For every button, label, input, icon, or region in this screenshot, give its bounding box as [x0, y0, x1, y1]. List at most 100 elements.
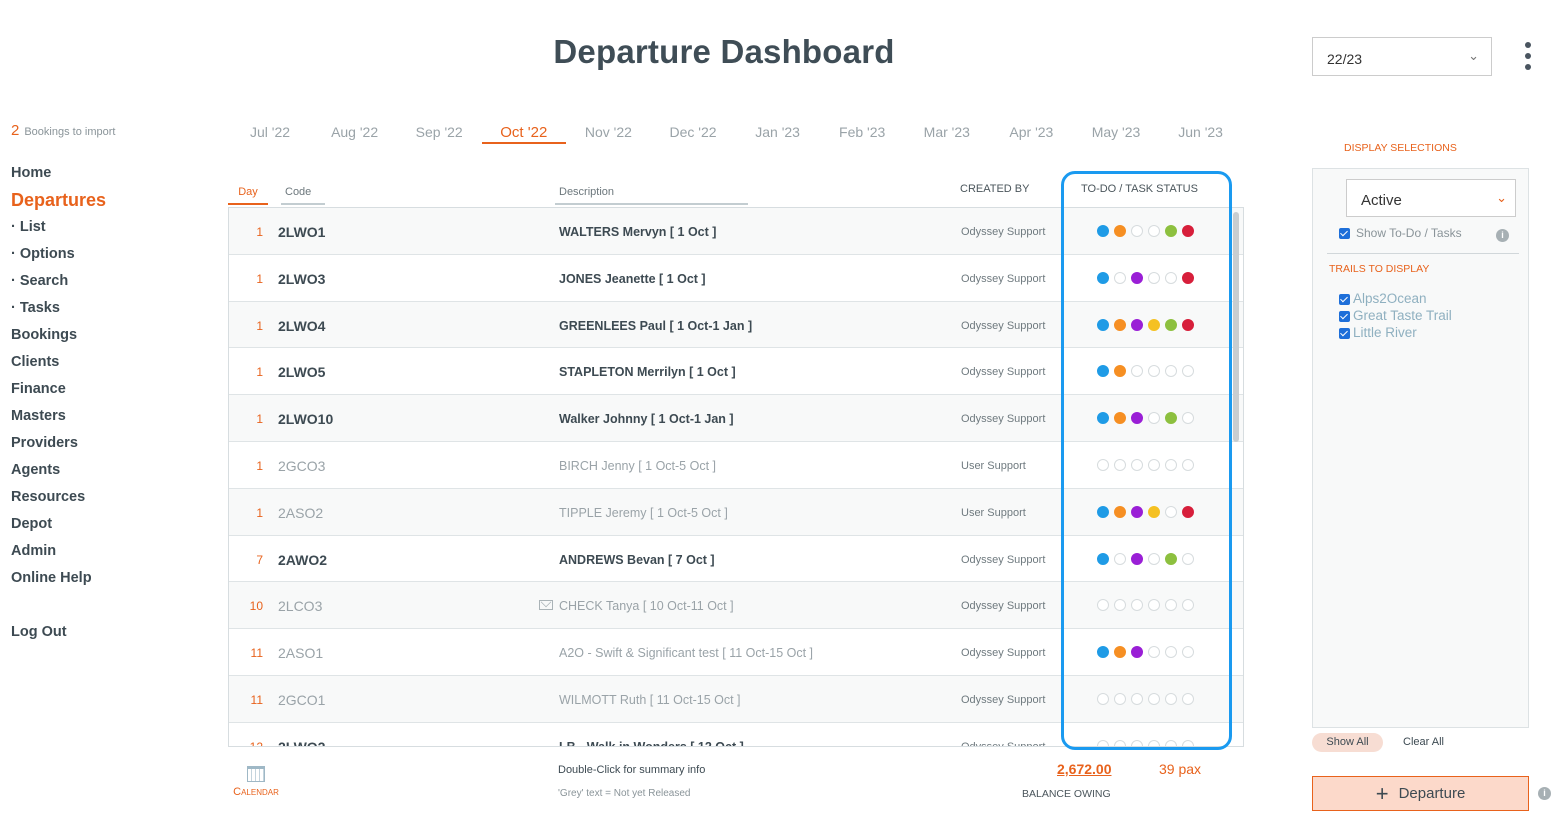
- sidebar-item-bookings[interactable]: Bookings: [11, 327, 78, 343]
- table-row[interactable]: 12 2LWO2 LB - Walk in Wonders [ 12 Oct ] Od…: [229, 722, 1243, 747]
- column-header-code[interactable]: Code: [281, 186, 325, 205]
- task-status-dots[interactable]: [1097, 646, 1194, 659]
- table-row[interactable]: 1 2LWO1 WALTERS Mervyn [ 1 Oct ] Odyssey Su…: [229, 208, 1243, 255]
- status-filter-select[interactable]: Active ⌄: [1346, 179, 1516, 217]
- sidebar-item-tasks[interactable]: Tasks: [11, 298, 106, 325]
- row-description: LB - Walk in Wonders [ 12 Oct ]: [559, 739, 744, 747]
- table-row[interactable]: 1 2ASO2 TIPPLE Jeremy [ 1 Oct-5 Oct ] User …: [229, 488, 1243, 536]
- task-status-dots[interactable]: [1097, 739, 1194, 746]
- info-icon[interactable]: i: [1496, 229, 1509, 242]
- table-row[interactable]: 1 2GCO3 BIRCH Jenny [ 1 Oct-5 Oct ] User Su…: [229, 441, 1243, 489]
- table-row[interactable]: 1 2LWO10 Walker Johnny [ 1 Oct-1 Jan ] Odys…: [229, 395, 1243, 442]
- add-departure-button[interactable]: + Departure: [1312, 776, 1529, 811]
- table-scrollbar[interactable]: [1233, 212, 1239, 442]
- task-status-dots[interactable]: [1097, 412, 1194, 425]
- task-status-dots[interactable]: [1097, 552, 1194, 565]
- month-tab[interactable]: Jun '23: [1178, 124, 1223, 140]
- status-dot-empty: [1165, 458, 1177, 471]
- sidebar-item-admin[interactable]: Admin: [11, 543, 57, 559]
- divider: [1327, 253, 1519, 254]
- sidebar-item-finance[interactable]: Finance: [11, 381, 66, 397]
- logout-link[interactable]: Log Out: [11, 624, 67, 640]
- sidebar-item-options[interactable]: Options: [11, 244, 106, 271]
- task-status-dots[interactable]: [1097, 365, 1194, 378]
- sidebar-item-masters[interactable]: Masters: [11, 408, 66, 424]
- mail-icon[interactable]: [539, 600, 553, 611]
- trail-checkbox[interactable]: [1339, 293, 1350, 305]
- month-tab[interactable]: May '23: [1091, 124, 1141, 140]
- table-row[interactable]: 1 2LWO4 GREENLEES Paul [ 1 Oct-1 Jan ] Odys…: [229, 301, 1243, 349]
- show-all-button[interactable]: Show All: [1312, 733, 1383, 752]
- year-select-value: 22/23: [1327, 51, 1363, 67]
- row-code: 2LWO3: [278, 270, 326, 287]
- task-status-dots[interactable]: [1097, 505, 1194, 518]
- task-status-dots[interactable]: [1097, 225, 1194, 237]
- status-dot-yellow: [1148, 505, 1160, 518]
- show-todo-checkbox[interactable]: [1339, 228, 1350, 240]
- status-dot-orange: [1114, 505, 1126, 518]
- status-dot-empty: [1148, 271, 1160, 284]
- sidebar-item-online-help[interactable]: Online Help: [11, 570, 92, 586]
- sidebar-item-clients[interactable]: Clients: [11, 354, 60, 370]
- month-tab[interactable]: Jul '22: [249, 124, 291, 140]
- task-status-dots[interactable]: [1097, 599, 1194, 612]
- sidebar-item-depot[interactable]: Depot: [11, 516, 53, 532]
- status-dot-red: [1182, 505, 1194, 518]
- row-description: Walker Johnny [ 1 Oct-1 Jan ]: [559, 412, 734, 427]
- table-row[interactable]: 10 2LCO3 CHECK Tanya [ 10 Oct-11 Oct ] Odys…: [229, 582, 1243, 630]
- month-tab[interactable]: Nov '22: [584, 124, 632, 140]
- status-dot-blue: [1097, 225, 1109, 237]
- plus-icon: +: [1375, 781, 1389, 806]
- task-status-dots[interactable]: [1097, 692, 1194, 705]
- column-header-description[interactable]: Description: [555, 186, 748, 205]
- task-status-dots[interactable]: [1097, 458, 1194, 471]
- calendar-button[interactable]: Calendar: [231, 766, 281, 798]
- status-dot-blue: [1097, 505, 1109, 518]
- status-dot-blue: [1097, 646, 1109, 659]
- task-status-dots[interactable]: [1097, 271, 1194, 284]
- info-icon[interactable]: i: [1538, 787, 1551, 800]
- trail-option[interactable]: Great Taste Trail: [1339, 307, 1452, 324]
- table-row[interactable]: 1 2LWO5 STAPLETON Merrilyn [ 1 Oct ] Odysse…: [229, 348, 1243, 396]
- trail-checkbox[interactable]: [1339, 310, 1350, 322]
- row-description: STAPLETON Merrilyn [ 1 Oct ]: [559, 365, 736, 380]
- balance-owing-label: BALANCE OWING: [1022, 788, 1111, 800]
- month-tab[interactable]: Mar '23: [923, 124, 970, 140]
- month-tab[interactable]: Jan '23: [755, 124, 800, 140]
- status-dot-orange: [1114, 225, 1126, 237]
- month-tab[interactable]: Sep '22: [415, 124, 463, 140]
- year-select[interactable]: 22/23 ⌄: [1312, 37, 1492, 76]
- trail-checkbox[interactable]: [1339, 327, 1350, 339]
- sidebar-item-resources[interactable]: Resources: [11, 489, 86, 505]
- kebab-menu-icon[interactable]: [1520, 42, 1536, 74]
- trail-option[interactable]: Little River: [1339, 324, 1452, 341]
- bookings-to-import-link[interactable]: 2 Bookings to import: [11, 122, 115, 139]
- month-tab[interactable]: Oct '22: [481, 124, 566, 144]
- table-row[interactable]: 11 2ASO1 A2O - Swift & Significant test [ …: [229, 629, 1243, 676]
- column-header-day[interactable]: Day: [228, 186, 268, 205]
- sidebar-item-agents[interactable]: Agents: [11, 462, 61, 478]
- month-tab[interactable]: Feb '23: [839, 124, 886, 140]
- trail-option[interactable]: Alps2Ocean: [1339, 290, 1452, 307]
- clear-all-button[interactable]: Clear All: [1403, 736, 1444, 748]
- sidebar-item-search[interactable]: Search: [11, 271, 106, 298]
- row-code: 2LWO10: [278, 411, 334, 428]
- month-tab[interactable]: Dec '22: [669, 124, 717, 140]
- row-description: WILMOTT Ruth [ 11 Oct-15 Oct ]: [559, 692, 741, 707]
- table-row[interactable]: 7 2AWO2 ANDREWS Bevan [ 7 Oct ] Odyssey Sup…: [229, 535, 1243, 583]
- month-tab[interactable]: Apr '23: [1009, 124, 1054, 140]
- task-status-dots[interactable]: [1097, 318, 1194, 331]
- summary-hint: Double-Click for summary info: [558, 764, 706, 776]
- table-row[interactable]: 11 2GCO1 WILMOTT Ruth [ 11 Oct-15 Oct ] Ody…: [229, 675, 1243, 723]
- trail-label: Great Taste Trail: [1353, 308, 1452, 323]
- status-dot-empty: [1148, 739, 1160, 746]
- sidebar-item-list[interactable]: List: [11, 217, 106, 244]
- row-day: 1: [256, 271, 263, 286]
- balance-owing-value[interactable]: 2,672.00: [1057, 761, 1112, 777]
- table-row[interactable]: 1 2LWO3 JONES Jeanette [ 1 Oct ] Odyssey Su…: [229, 254, 1243, 302]
- sidebar-item-home[interactable]: Home: [11, 165, 52, 181]
- sidebar-item-departures[interactable]: Departures: [11, 190, 107, 210]
- sidebar-item-providers[interactable]: Providers: [11, 435, 78, 451]
- show-todo-option[interactable]: Show To-Do / Tasks: [1339, 226, 1462, 240]
- month-tab[interactable]: Aug '22: [331, 124, 379, 140]
